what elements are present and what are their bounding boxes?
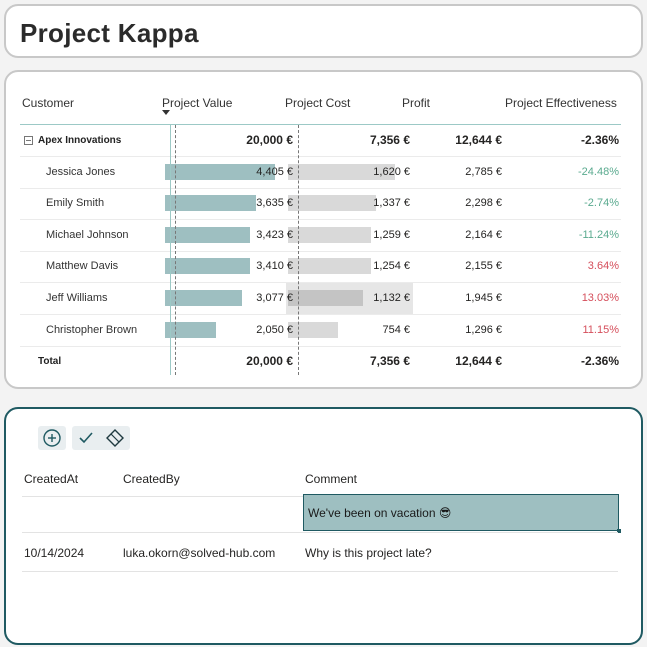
project-cost: 1,259 € (373, 228, 410, 241)
project-cost: 1,132 € (373, 292, 410, 304)
table-row[interactable]: Emily Smith 3,635 € 1,337 € 2,298 € -2.74% (20, 188, 621, 221)
project-effectiveness: -2.36% (580, 354, 619, 369)
project-effectiveness: -11.24% (578, 228, 619, 241)
comment-cell: Why is this project late? (305, 546, 432, 560)
project-value: 20,000 € (246, 133, 293, 147)
project-effectiveness: -2.74% (584, 197, 619, 210)
project-cost: 1,254 € (373, 260, 410, 273)
project-effectiveness: 13.03% (581, 292, 619, 304)
project-cost: 7,356 € (369, 354, 410, 369)
profit: 2,298 € (465, 197, 502, 210)
project-value: 3,410 € (256, 260, 293, 273)
project-value: 20,000 € (246, 354, 293, 369)
project-cost: 7,356 € (369, 133, 410, 147)
project-matrix: Customer Project Value Project Cost Prof… (4, 70, 643, 389)
value-bar (165, 321, 217, 338)
project-value: 2,050 € (256, 323, 293, 336)
value-bar (165, 163, 275, 180)
created-at-cell: 10/14/2024 (24, 546, 85, 560)
customer-name: Apex Innovations (38, 135, 122, 146)
value-bar (165, 195, 256, 212)
comments-panel: CreatedAt CreatedBy Comment We've been o… (4, 407, 643, 645)
title-card: Project Kappa (4, 4, 643, 58)
comment-edit-value: We've been on vacation 😎 (308, 506, 452, 520)
project-value: 3,423 € (256, 228, 293, 241)
project-effectiveness: 3.64% (587, 260, 619, 273)
save-clear-buttons (72, 426, 130, 450)
value-bar-axis (175, 125, 176, 375)
cost-bar (288, 163, 395, 180)
collapse-icon[interactable] (24, 136, 33, 145)
value-bar (165, 258, 251, 275)
page-title: Project Kappa (20, 18, 199, 48)
header-divider (20, 124, 621, 125)
project-cost: 754 € (382, 323, 410, 336)
project-value: 3,077 € (256, 292, 293, 304)
cost-bar (288, 195, 377, 212)
project-effectiveness: 11.15% (582, 323, 620, 336)
comment-edit-cell[interactable]: We've been on vacation 😎 (303, 494, 621, 533)
profit: 2,785 € (465, 165, 502, 178)
header-created-at: CreatedAt (24, 472, 79, 486)
group-row[interactable]: Apex Innovations 20,000 € 7,356 € 12,644 € -… (20, 125, 621, 157)
customer-name: Michael Johnson (46, 228, 129, 241)
profit: 12,644 € (455, 133, 502, 147)
cost-bar (288, 226, 372, 243)
plus-circle-icon (43, 429, 61, 447)
eraser-icon[interactable] (104, 427, 126, 449)
header-project-cost[interactable]: Project Cost (285, 96, 351, 110)
project-cost: 1,337 € (373, 197, 410, 210)
customer-name: Jeff Williams (46, 292, 108, 304)
value-bar (165, 290, 242, 306)
customer-name: Emily Smith (46, 197, 105, 210)
cost-bar-axis (298, 125, 299, 375)
add-comment-button[interactable] (38, 426, 66, 450)
project-effectiveness: -2.36% (580, 133, 619, 147)
customer-name: Jessica Jones (46, 165, 116, 178)
table-row[interactable]: Jessica Jones 4,405 € 1,620 € 2,785 € -24.48… (20, 157, 621, 189)
customer-name: Total (38, 356, 62, 368)
column-divider (170, 125, 171, 375)
cost-bar (288, 258, 371, 275)
table-row[interactable]: Jeff Williams 3,077 € 1,132 € 1,945 € 13.03% (20, 283, 621, 315)
header-comment: Comment (305, 472, 358, 486)
project-cost: 1,620 € (373, 165, 410, 178)
cost-bar (288, 321, 338, 338)
customer-name: Matthew Davis (46, 260, 119, 273)
profit: 2,164 € (465, 228, 502, 241)
sort-descending-icon (162, 110, 170, 115)
checkmark-icon[interactable] (76, 428, 96, 448)
table-row[interactable]: Christopher Brown 2,050 € 754 € 1,296 € 11.1… (20, 315, 621, 347)
table-row[interactable]: Michael Johnson 3,423 € 1,259 € 2,164 € -11.… (20, 220, 621, 252)
header-customer[interactable]: Customer (22, 96, 75, 110)
row-divider (22, 571, 618, 572)
cost-bar (288, 290, 363, 306)
profit: 1,296 € (465, 323, 502, 336)
row-divider (22, 532, 618, 533)
total-row[interactable]: Total 20,000 € 7,356 € 12,644 € -2.36% (20, 346, 621, 377)
value-bar (165, 226, 251, 243)
header-profit[interactable]: Profit (402, 96, 431, 110)
header-project-value[interactable]: Project Value (162, 96, 233, 110)
header-created-by: CreatedBy (123, 472, 180, 486)
project-value: 3,635 € (256, 197, 293, 210)
project-value: 4,405 € (256, 165, 293, 178)
customer-name: Christopher Brown (46, 323, 138, 336)
table-row[interactable]: Matthew Davis 3,410 € 1,254 € 2,155 € 3.64% (20, 251, 621, 284)
resize-handle[interactable] (617, 529, 621, 533)
created-by-cell: luka.okorn@solved-hub.com (123, 546, 276, 560)
project-effectiveness: -24.48% (578, 165, 619, 178)
profit: 12,644 € (455, 354, 502, 369)
profit: 2,155 € (465, 260, 502, 273)
header-project-effectiveness[interactable]: Project Effectiveness (505, 96, 617, 110)
profit: 1,945 € (465, 292, 502, 304)
